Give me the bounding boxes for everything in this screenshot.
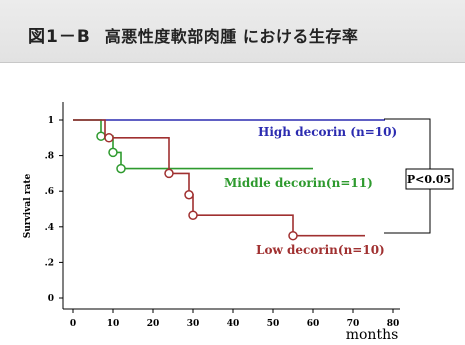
legend-label-low: Low decorin(n=10) [256, 243, 385, 257]
x-axis-label: months [346, 327, 399, 343]
censor-mark-middle-1 [108, 147, 118, 158]
figure-header: 図1－B 高悪性度軟部肉腫 における生存率 [0, 0, 465, 63]
x-tick-label-60: 60 [307, 319, 320, 329]
censor-mark-middle-2 [116, 163, 126, 174]
figure-title: 図1－B 高悪性度軟部肉腫 における生存率 [28, 22, 358, 47]
p-value-text: P<0.05 [407, 173, 451, 186]
x-tick-label-10: 10 [107, 319, 120, 329]
censor-mark-low-0 [104, 133, 114, 143]
censor-mark-low-3 [188, 210, 198, 220]
y-tick-label-.6: .6 [45, 187, 54, 197]
x-tick-label-20: 20 [147, 319, 160, 329]
x-tick-label-70: 70 [347, 319, 360, 329]
censor-mark-low-1 [164, 168, 174, 179]
x-tick-label-30: 30 [187, 319, 200, 329]
y-tick-label-.4: .4 [45, 223, 54, 233]
figure-caption: 高悪性度軟部肉腫 における生存率 [104, 27, 359, 46]
y-tick-label-.2: .2 [45, 258, 54, 268]
p-value-bracket: P<0.05 [384, 118, 454, 234]
figure-label: 図1－B [28, 27, 91, 47]
censor-mark-low-4 [288, 230, 298, 241]
censor-mark-middle-0 [96, 131, 106, 141]
legend-label-high: High decorin (n=10) [258, 125, 397, 139]
x-tick-label-80: 80 [387, 319, 400, 329]
p-value-box [405, 168, 454, 190]
x-tick-label-40: 40 [227, 319, 240, 329]
y-tick-label-.8: .8 [45, 152, 54, 162]
series-line-low [73, 119, 365, 237]
y-axis-label: Survival rate [23, 173, 33, 238]
legend-label-middle: Middle decorin(n=11) [224, 176, 373, 190]
x-tick-label-0: 0 [70, 319, 76, 329]
y-tick-label-0: 0 [48, 294, 54, 304]
censor-mark-low-2 [184, 190, 194, 200]
x-tick-label-50: 50 [267, 319, 280, 329]
y-tick-label-1: 1 [48, 116, 54, 126]
